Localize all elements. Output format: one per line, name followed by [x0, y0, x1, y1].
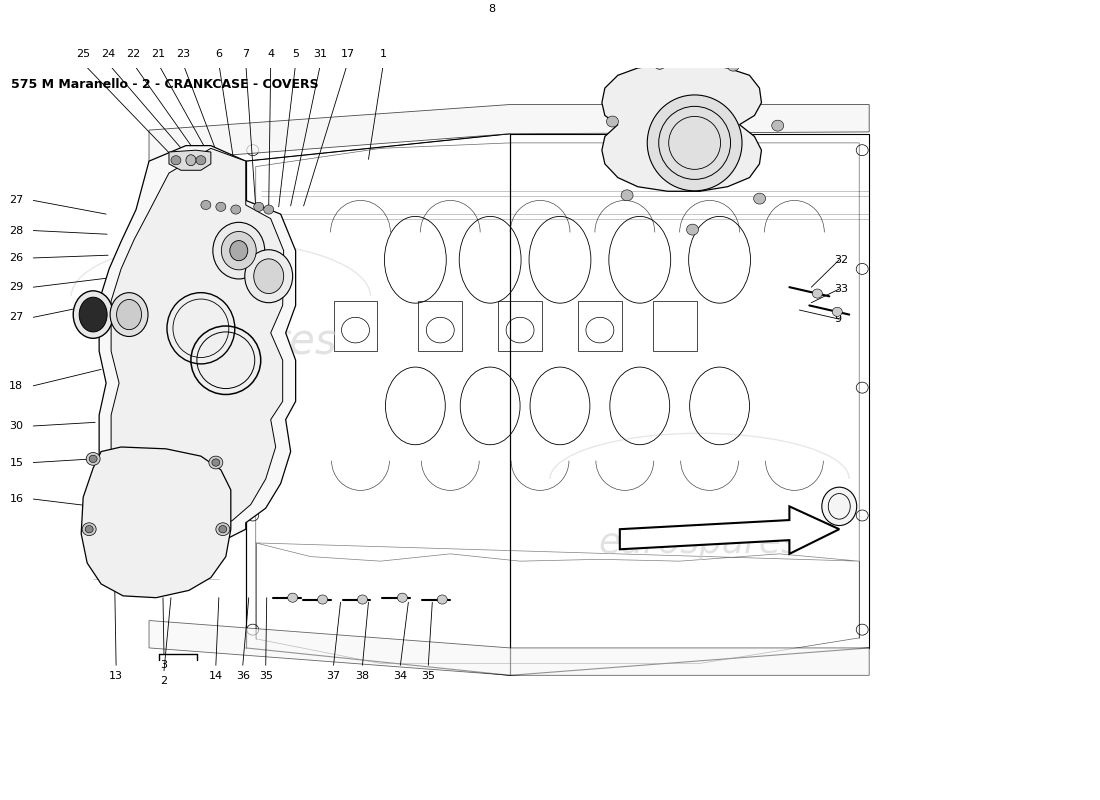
Circle shape: [754, 193, 766, 204]
Text: 37: 37: [327, 670, 341, 681]
Circle shape: [772, 120, 783, 131]
Circle shape: [219, 526, 227, 533]
Circle shape: [216, 523, 230, 535]
Text: 23: 23: [176, 49, 190, 59]
Circle shape: [85, 526, 94, 533]
Ellipse shape: [254, 259, 284, 294]
Ellipse shape: [74, 291, 113, 338]
Circle shape: [86, 453, 100, 466]
Text: 24: 24: [101, 49, 116, 59]
Text: 5: 5: [293, 49, 299, 59]
Circle shape: [196, 156, 206, 165]
Text: 1: 1: [379, 49, 387, 59]
Text: 32: 32: [834, 254, 848, 265]
Circle shape: [358, 595, 367, 604]
Text: 6: 6: [216, 49, 222, 59]
Circle shape: [212, 459, 220, 466]
Text: 26: 26: [9, 253, 23, 263]
Text: 3: 3: [161, 660, 167, 670]
Bar: [652, 301, 696, 351]
Polygon shape: [148, 621, 869, 675]
Circle shape: [833, 307, 843, 317]
Text: 19: 19: [258, 424, 273, 434]
Text: 31: 31: [314, 49, 328, 59]
Text: 35: 35: [258, 670, 273, 681]
Ellipse shape: [117, 299, 142, 330]
Text: 18: 18: [9, 381, 23, 391]
Circle shape: [209, 456, 223, 469]
Ellipse shape: [647, 95, 742, 191]
Circle shape: [254, 202, 264, 211]
Text: 36: 36: [235, 670, 250, 681]
Circle shape: [606, 116, 618, 127]
Text: 29: 29: [9, 282, 23, 292]
Ellipse shape: [221, 231, 256, 270]
Polygon shape: [602, 63, 761, 191]
Polygon shape: [169, 150, 211, 170]
Ellipse shape: [245, 250, 293, 302]
Circle shape: [201, 201, 211, 210]
Text: 34: 34: [394, 670, 407, 681]
Circle shape: [727, 60, 739, 71]
Polygon shape: [111, 148, 284, 545]
Ellipse shape: [822, 487, 857, 526]
Text: 15: 15: [9, 458, 23, 467]
Circle shape: [812, 289, 823, 298]
Ellipse shape: [230, 241, 248, 261]
Text: 28: 28: [9, 226, 23, 235]
Text: 21: 21: [151, 49, 165, 59]
Text: 33: 33: [834, 284, 848, 294]
Circle shape: [653, 58, 666, 70]
Text: 575 M Maranello - 2 - CRANKCASE - COVERS: 575 M Maranello - 2 - CRANKCASE - COVERS: [11, 78, 319, 91]
Bar: [498, 301, 542, 351]
Ellipse shape: [186, 154, 196, 166]
Circle shape: [170, 156, 180, 165]
Text: 38: 38: [355, 670, 370, 681]
Polygon shape: [99, 146, 296, 552]
Text: 27: 27: [9, 312, 23, 322]
Bar: [333, 301, 377, 351]
Text: 22: 22: [125, 49, 140, 59]
Text: 9: 9: [834, 314, 842, 324]
Circle shape: [264, 205, 274, 214]
Polygon shape: [81, 447, 231, 598]
Circle shape: [231, 205, 241, 214]
Polygon shape: [619, 506, 839, 554]
Circle shape: [89, 455, 97, 462]
Circle shape: [438, 595, 448, 604]
Text: 13: 13: [109, 670, 123, 681]
Circle shape: [82, 523, 96, 535]
Text: eurospares: eurospares: [598, 526, 801, 560]
Text: 30: 30: [9, 421, 23, 431]
Circle shape: [318, 595, 328, 604]
Circle shape: [216, 202, 225, 211]
Text: 35: 35: [421, 670, 436, 681]
Circle shape: [288, 593, 298, 602]
Text: 27: 27: [9, 195, 23, 206]
Text: 16: 16: [9, 494, 23, 504]
Ellipse shape: [110, 293, 148, 337]
Text: 8: 8: [488, 4, 495, 14]
Text: 14: 14: [209, 670, 223, 681]
Text: 7: 7: [242, 49, 250, 59]
Circle shape: [621, 190, 634, 201]
Circle shape: [397, 593, 407, 602]
Bar: [578, 301, 621, 351]
Ellipse shape: [213, 222, 265, 279]
Text: 17: 17: [341, 49, 354, 59]
Text: eurospares: eurospares: [104, 321, 337, 363]
Text: 2: 2: [161, 676, 167, 686]
Ellipse shape: [79, 298, 107, 332]
Circle shape: [686, 224, 698, 235]
Text: 25: 25: [76, 49, 90, 59]
Polygon shape: [148, 105, 869, 161]
Text: 4: 4: [267, 49, 274, 59]
Text: 20: 20: [258, 396, 273, 406]
Bar: [418, 301, 462, 351]
